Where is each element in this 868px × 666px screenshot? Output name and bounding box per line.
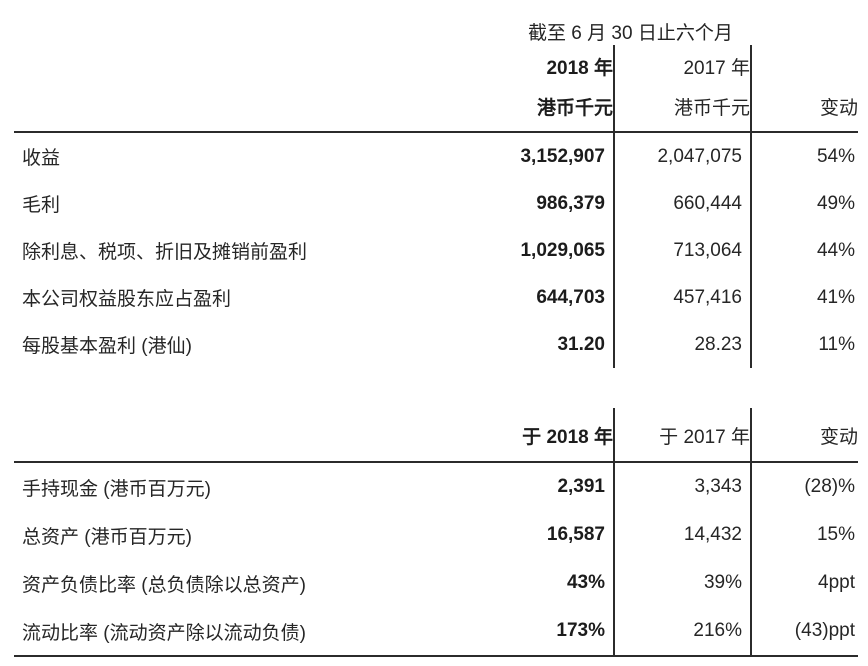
value-change: 11% xyxy=(818,333,855,355)
value-2017: 28.23 xyxy=(615,321,752,368)
value-change: 44% xyxy=(816,239,855,261)
value-change: (43)ppt xyxy=(794,620,855,641)
column-header-change: 变动 xyxy=(752,45,858,133)
results-table: 2018 年 港币千元 2017 年 港币千元 变动 收益 3,152,907 … xyxy=(14,45,858,368)
row-label: 手持现金 (港币百万元) xyxy=(22,478,211,500)
value-change: 4ppt xyxy=(818,572,855,593)
column-header-2018: 2018 年 港币千元 xyxy=(465,45,615,133)
value-change: 15% xyxy=(816,524,855,545)
column-header-2017: 2017 年 港币千元 xyxy=(615,45,752,133)
row-label: 流动比率 (流动资产除以流动负债) xyxy=(22,622,306,644)
header-spacer xyxy=(14,408,465,463)
value-2018: 173% xyxy=(465,607,615,655)
column-header-as-at-2018: 于 2018 年 xyxy=(465,408,615,463)
value-change: (28)% xyxy=(804,476,855,497)
column-header-2017-unit: 港币千元 xyxy=(673,98,750,119)
column-header-2018-year: 2018 年 xyxy=(546,58,613,79)
value-2017: 3,343 xyxy=(615,463,752,511)
value-2018: 43% xyxy=(465,559,615,607)
value-2017: 39% xyxy=(615,559,752,607)
value-2018: 2,391 xyxy=(465,463,615,511)
row-label: 总资产 (港币百万元) xyxy=(22,526,192,548)
value-2017: 713,064 xyxy=(615,227,752,274)
column-header-2018-unit: 港币千元 xyxy=(536,98,613,119)
header-spacer xyxy=(14,45,465,133)
row-label: 收益 xyxy=(22,148,61,169)
value-2017: 457,416 xyxy=(615,274,752,321)
column-header-as-at-2017: 于 2017 年 xyxy=(615,408,752,463)
value-2017: 2,047,075 xyxy=(615,133,752,180)
row-label: 每股基本盈利 (港仙) xyxy=(22,336,192,357)
value-change: 49% xyxy=(816,192,855,214)
value-2017: 216% xyxy=(615,607,752,655)
value-change: 54% xyxy=(816,145,855,167)
value-2018: 31.20 xyxy=(465,321,615,368)
column-header-change: 变动 xyxy=(752,408,858,463)
row-label: 资产负债比率 (总负债除以总资产) xyxy=(22,574,306,596)
column-header-2017-year: 2017 年 xyxy=(683,58,750,79)
value-2018: 16,587 xyxy=(465,511,615,559)
value-2017: 660,444 xyxy=(615,180,752,227)
value-2018: 644,703 xyxy=(465,274,615,321)
value-2018: 1,029,065 xyxy=(465,227,615,274)
value-2018: 3,152,907 xyxy=(465,133,615,180)
table-caption: 截至 6 月 30 日止六个月 xyxy=(528,23,733,44)
row-label: 毛利 xyxy=(22,195,61,216)
value-2018: 986,379 xyxy=(465,180,615,227)
value-change: 41% xyxy=(816,286,855,308)
row-label: 本公司权益股东应占盈利 xyxy=(22,289,232,310)
row-label: 除利息、税项、折旧及摊销前盈利 xyxy=(22,242,308,263)
value-2017: 14,432 xyxy=(615,511,752,559)
ratios-table: 于 2018 年 于 2017 年 变动 手持现金 (港币百万元) 2,391 … xyxy=(14,408,858,657)
